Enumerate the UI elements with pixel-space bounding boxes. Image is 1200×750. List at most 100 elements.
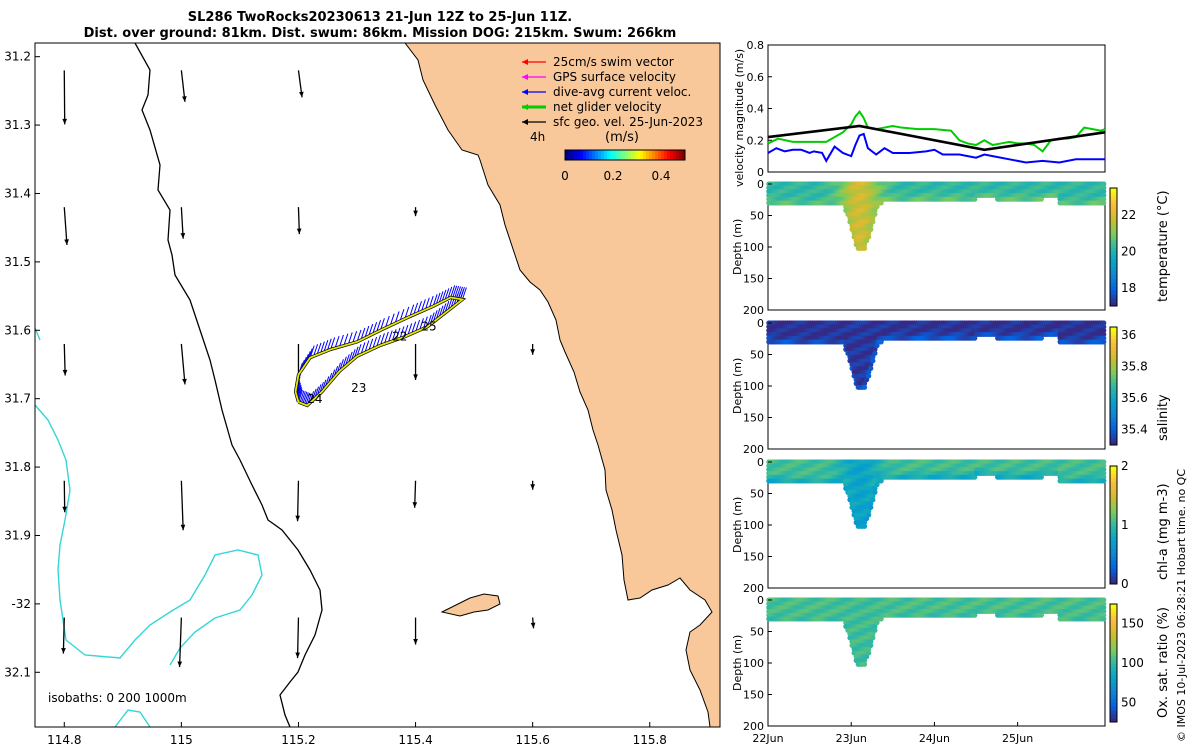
section-point — [1101, 616, 1107, 622]
temperature-section: 0 50 100 150 200 Depth (m) 18 20 22 temperature (… — [731, 178, 1171, 317]
map-colorbar-cell — [670, 150, 674, 160]
section-colorbar-cell — [1110, 334, 1117, 340]
section-point — [1101, 459, 1107, 465]
section-colorbar-cell — [1110, 647, 1117, 652]
section-y-tick-label: 100 — [743, 241, 764, 254]
section-colorbar-cell — [1110, 199, 1117, 205]
section-point — [1101, 463, 1107, 469]
section-colorbar-cell — [1110, 413, 1117, 418]
legend-arrowhead — [522, 74, 528, 80]
track-label: 25 — [421, 319, 436, 333]
section-colorbar-cell — [1110, 489, 1117, 495]
section-colorbar-cell — [1110, 195, 1117, 201]
section-colorbar-cell — [1110, 270, 1117, 276]
geo-vector — [180, 207, 186, 239]
section-colorbar-cell — [1110, 466, 1117, 471]
map-colorbar-cell — [601, 150, 605, 160]
section-point — [866, 373, 872, 379]
section-colorbar-cell — [1110, 572, 1117, 577]
map-colorbar-tick: 0.4 — [651, 169, 670, 183]
section-x-tick-label: 24Jun — [919, 732, 950, 745]
section-point — [1101, 331, 1107, 337]
map-colorbar-cell — [622, 150, 626, 160]
section-colorbar-cell — [1110, 374, 1117, 379]
section-point — [866, 512, 872, 518]
x-tick-label: 114.8 — [47, 733, 81, 747]
section-colorbar-cell — [1110, 615, 1117, 621]
geo-vector — [62, 480, 67, 513]
section-colorbar-cell — [1110, 278, 1117, 283]
dive-avg-vector — [379, 333, 385, 346]
section-colorbar-label: Ox. sat. ratio (%) — [1156, 607, 1171, 718]
velocity-series-line — [767, 132, 1105, 164]
section-colorbar-cell — [1110, 643, 1117, 648]
velocity-y-tick-label: 0 — [757, 166, 764, 179]
isobath-1000-c — [114, 709, 151, 727]
section-y-tick-label: 100 — [743, 380, 764, 393]
section-colorbar-cell — [1110, 690, 1117, 695]
map-colorbar-cell — [661, 150, 665, 160]
chla-section: 0 50 100 150 200 Depth (m) 0 1 2 chl-a (mg m-3) — [731, 456, 1171, 595]
map-frame — [34, 42, 721, 728]
section-colorbar-cell — [1110, 663, 1117, 668]
section-colorbar-cell — [1110, 223, 1117, 228]
section-colorbar-cell — [1110, 382, 1117, 387]
section-colorbar-cell — [1110, 188, 1117, 193]
section-colorbar-frame — [1109, 187, 1118, 307]
section-colorbar-cell — [1110, 207, 1117, 213]
map-colorbar-cell — [595, 150, 599, 160]
legend-arrowhead — [522, 59, 528, 65]
geo-vector — [296, 207, 302, 235]
section-colorbar-cell — [1110, 556, 1117, 561]
y-tick-label: 31.7 — [4, 392, 31, 406]
section-colorbar-cell — [1110, 532, 1117, 538]
section-colorbar-cell — [1110, 409, 1117, 415]
track-map: 22 23 24 25 114.8 115 115.2 115.4 115.6 115.8 31.2… — [4, 42, 721, 747]
section-point — [866, 650, 872, 656]
section-colorbar-cell — [1110, 619, 1117, 625]
section-colorbar-cell — [1110, 702, 1117, 707]
dive-avg-vector — [461, 287, 467, 300]
map-colorbar-cell — [604, 150, 608, 160]
y-tick-label: 31.8 — [4, 460, 31, 474]
geo-vector — [412, 480, 418, 508]
section-colorbar-cell — [1110, 706, 1117, 711]
section-colorbar-cell — [1110, 433, 1117, 438]
legend-item: sfc geo. vel. 25-Jun-2023 — [553, 115, 703, 129]
section-colorbar-cell — [1110, 548, 1117, 554]
section-colorbar-tick: 1 — [1121, 518, 1129, 532]
section-colorbar-cell — [1110, 580, 1117, 585]
section-colorbar-cell — [1110, 298, 1117, 303]
dive-avg-vector — [454, 285, 460, 299]
dive-avg-vector — [459, 286, 465, 300]
section-colorbar-cell — [1110, 441, 1117, 446]
geo-vector — [413, 617, 418, 645]
section-colorbar-cell — [1110, 682, 1117, 688]
section-colorbar-cell — [1110, 429, 1117, 434]
section-colorbar-cell — [1110, 425, 1117, 430]
isobath-1000 — [35, 404, 263, 666]
section-colorbar-cell — [1110, 393, 1117, 399]
section-colorbar-cell — [1110, 694, 1117, 699]
legend-item: 25cm/s swim vector — [553, 55, 674, 69]
geo-vector — [297, 70, 304, 98]
map-colorbar-cell — [679, 150, 683, 160]
section-point — [1101, 181, 1107, 187]
section-colorbar-cell — [1110, 655, 1117, 660]
section-colorbar-cell — [1110, 651, 1117, 656]
section-colorbar-cell — [1110, 405, 1117, 411]
map-colorbar-cell — [592, 150, 596, 160]
track-label: 22 — [392, 330, 407, 344]
map-colorbar-cell — [631, 150, 635, 160]
dive-avg-vector — [313, 344, 319, 357]
section-y-tick-label: 50 — [750, 349, 764, 362]
y-tick-label: 31.2 — [4, 50, 31, 64]
x-tick-label: 115.4 — [398, 733, 432, 747]
section-point — [1101, 192, 1107, 198]
section-colorbar-cell — [1110, 239, 1117, 244]
map-colorbar-cell — [667, 150, 671, 160]
dive-avg-vector — [387, 330, 393, 343]
section-point — [861, 384, 868, 390]
salinity-section: 0 50 100 150 200 Depth (m) 35.4 35.6 35.8 36 salin… — [731, 317, 1171, 456]
velocity-y-tick-label: 0.4 — [747, 103, 765, 116]
